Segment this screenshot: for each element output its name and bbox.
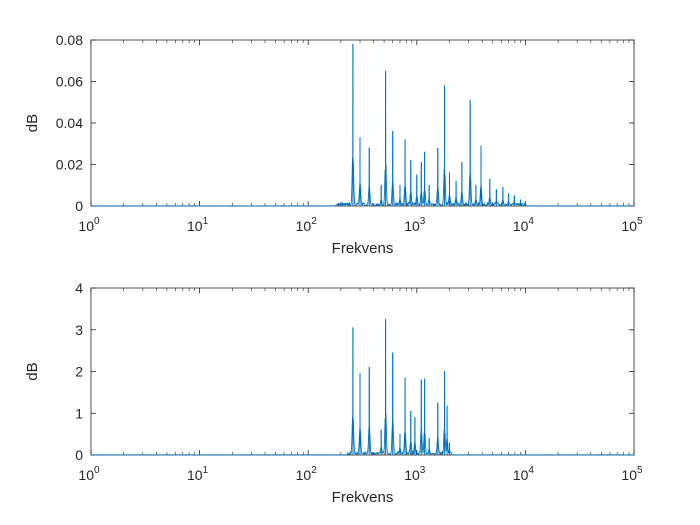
x-tick-exponent: 1 xyxy=(203,216,209,227)
y-tick-label: 0.02 xyxy=(56,157,83,173)
x-tick-base: 10 xyxy=(621,218,637,234)
spectrum-line xyxy=(90,43,635,207)
plot-area xyxy=(90,39,635,207)
axes-1: 100 101 102 103 104 10500.020.040.060.08Frekv… xyxy=(24,32,643,257)
x-tick-exponent: 0 xyxy=(94,465,100,476)
x-tick-exponent: 3 xyxy=(420,216,426,227)
x-tick-label: 103 xyxy=(404,465,426,483)
x-tick-exponent: 4 xyxy=(528,465,534,476)
y-tick-label: 0.04 xyxy=(56,115,83,131)
x-tick-label: 102 xyxy=(296,216,318,234)
y-tick-label: 0.06 xyxy=(56,74,83,90)
x-tick-exponent: 4 xyxy=(528,216,534,227)
x-tick-label: 101 xyxy=(187,216,209,234)
x-tick-base: 10 xyxy=(404,467,420,483)
x-tick-base: 10 xyxy=(621,467,637,483)
x-tick-label: 100 xyxy=(78,216,100,234)
y-axis-label: dB xyxy=(24,114,41,132)
x-tick-base: 10 xyxy=(404,218,420,234)
y-tick-label: 3 xyxy=(75,322,83,338)
x-tick-label: 105 xyxy=(621,216,643,234)
x-tick-label: 102 xyxy=(296,465,318,483)
x-tick-base: 10 xyxy=(296,218,312,234)
peak-marks xyxy=(352,44,521,206)
y-tick-label: 1 xyxy=(75,405,83,421)
x-tick-exponent: 5 xyxy=(637,216,643,227)
x-tick-exponent: 2 xyxy=(311,465,317,476)
y-tick-label: 4 xyxy=(75,280,83,296)
x-tick-base: 10 xyxy=(513,218,529,234)
x-tick-exponent: 3 xyxy=(420,465,426,476)
x-tick-label: 103 xyxy=(404,216,426,234)
x-tick-exponent: 2 xyxy=(311,216,317,227)
x-tick-exponent: 1 xyxy=(203,465,209,476)
y-tick-label: 2 xyxy=(75,364,83,380)
x-tick-label: 104 xyxy=(513,465,535,483)
y-tick-label: 0.08 xyxy=(56,32,83,48)
y-axis-label: dB xyxy=(24,362,41,380)
x-tick-label: 104 xyxy=(513,216,535,234)
x-axis-label: Frekvens xyxy=(332,240,394,257)
x-axis-label: Frekvens xyxy=(332,489,394,506)
plot-area xyxy=(90,287,635,456)
x-tick-exponent: 5 xyxy=(637,465,643,476)
x-tick-base: 10 xyxy=(187,218,203,234)
x-tick-base: 10 xyxy=(296,467,312,483)
x-tick-label: 105 xyxy=(621,465,643,483)
x-tick-base: 10 xyxy=(78,467,94,483)
peak-marks xyxy=(352,319,450,455)
x-tick-base: 10 xyxy=(513,467,529,483)
x-tick-base: 10 xyxy=(187,467,203,483)
x-tick-exponent: 0 xyxy=(94,216,100,227)
y-tick-label: 0 xyxy=(75,447,83,463)
x-tick-base: 10 xyxy=(78,218,94,234)
x-tick-label: 101 xyxy=(187,465,209,483)
y-tick-label: 0 xyxy=(75,198,83,214)
x-tick-label: 100 xyxy=(78,465,100,483)
